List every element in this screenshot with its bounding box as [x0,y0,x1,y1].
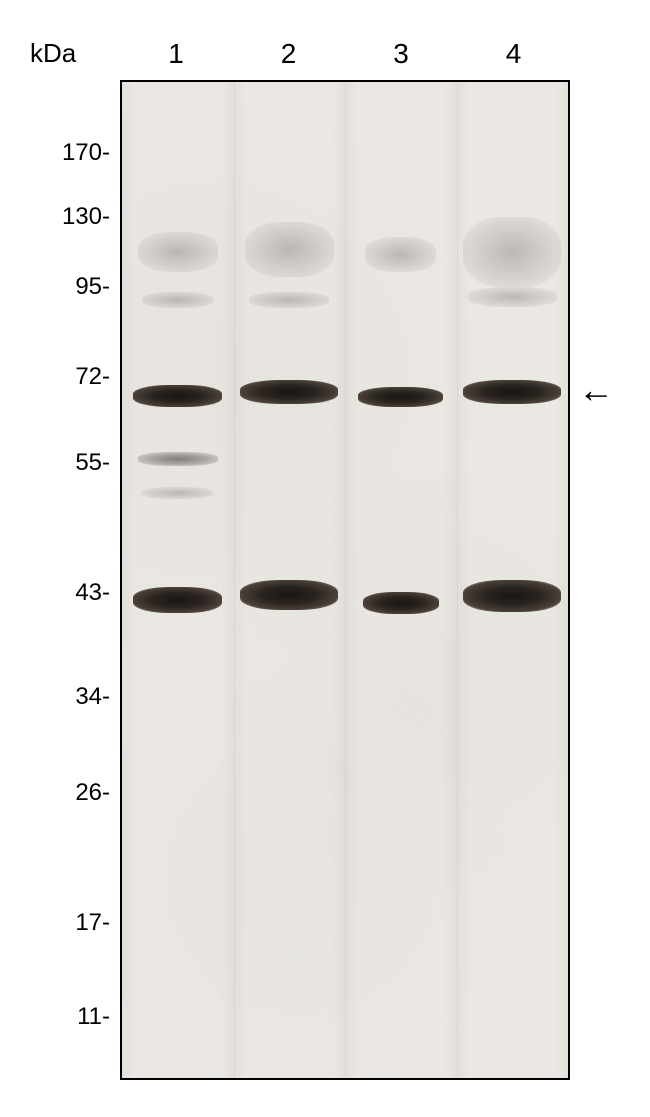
y-axis-title: kDa [30,38,76,69]
band-lane2-15 [249,292,329,308]
band-lane1-0 [133,385,222,407]
band-lane1-10 [138,232,218,272]
lane-label-4: 4 [506,38,522,70]
band-lane1-4 [133,587,222,613]
band-lane3-2 [358,387,443,407]
marker-130: 130- [50,203,110,231]
marker-11: 11- [50,1003,110,1031]
band-lane4-3 [463,380,561,404]
lane-separator [457,82,458,1078]
marker-26: 26- [50,779,110,807]
band-lane2-5 [240,580,338,610]
marker-34: 34- [50,683,110,711]
band-lane4-7 [463,580,561,612]
blot-membrane [120,80,570,1080]
band-lane1-14 [142,292,213,308]
lane-label-1: 1 [168,38,184,70]
target-band-arrow: ← [578,369,614,411]
marker-43: 43- [50,579,110,607]
lane-separator [234,82,235,1078]
marker-95: 95- [50,273,110,301]
band-lane3-6 [363,592,439,614]
marker-72: 72- [50,363,110,391]
marker-17: 17- [50,909,110,937]
band-lane4-13 [463,217,561,287]
band-lane4-16 [468,287,557,307]
band-lane2-1 [240,380,338,404]
marker-170: 170- [50,139,110,167]
band-lane1-8 [138,452,218,466]
lane-label-2: 2 [281,38,297,70]
lane-separator [345,82,346,1078]
lane-label-3: 3 [393,38,409,70]
band-lane3-12 [365,237,436,272]
band-lane1-9 [142,487,213,499]
marker-55: 55- [50,449,110,477]
western-blot-figure: kDa 1 2 3 4 170- 130- 95- 72- 55- 43- 34- 26- 17- 11… [10,20,640,1100]
band-lane2-11 [245,222,334,277]
